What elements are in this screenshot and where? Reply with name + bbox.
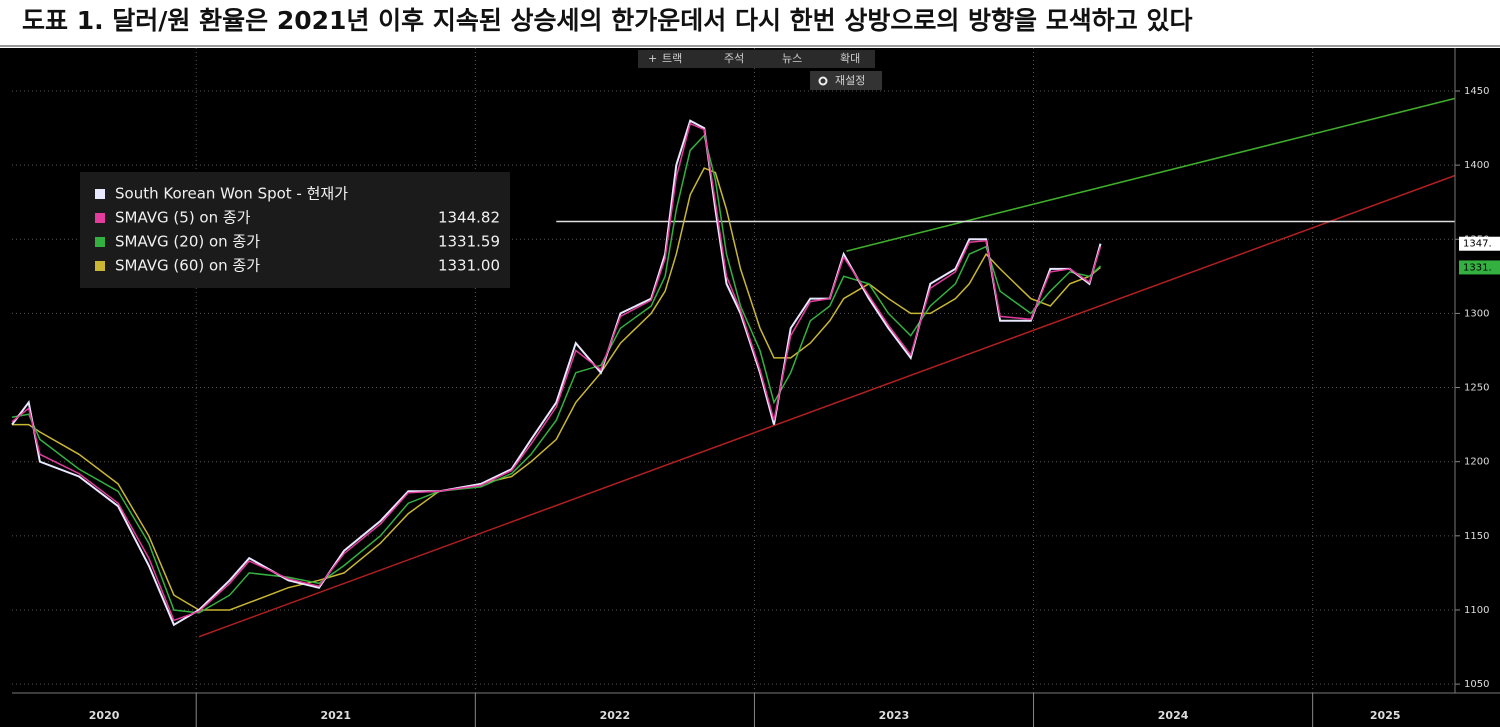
y-tick-label: 1200 [1464, 457, 1489, 468]
x-tick-label: 2020 [89, 709, 120, 722]
series-line [11, 133, 1102, 614]
legend-swatch [95, 261, 105, 271]
y-tick-label: 1300 [1464, 308, 1489, 319]
price-tag-label: 1347. [1463, 239, 1492, 250]
legend-swatch [95, 189, 105, 199]
price-tag [1459, 236, 1500, 251]
y-tick-label: 1150 [1464, 531, 1489, 542]
series-line [11, 119, 1102, 627]
legend-swatch [95, 213, 105, 223]
legend-label: South Korean Won Spot - 현재가 [115, 185, 348, 203]
chart-title: 도표 1. 달러/원 환율은 2021년 이후 지속된 상승세의 한가운데서 다… [22, 6, 1192, 35]
legend-value: 1344.82 [438, 209, 500, 227]
y-tick-label: 1400 [1464, 160, 1489, 171]
toolbar-button[interactable]: 주석 [724, 52, 744, 65]
reset-button[interactable]: 재설정 [835, 74, 865, 87]
legend: South Korean Won Spot - 현재가 SMAVG (5) on … [80, 172, 510, 288]
x-tick-label: 2024 [1158, 709, 1189, 722]
chart-background [0, 48, 1500, 727]
title-bar [0, 0, 1500, 46]
reset-bg[interactable] [810, 71, 882, 90]
toolbar-icon: + [648, 52, 657, 65]
trend-line [198, 174, 1456, 638]
series-line [12, 167, 1101, 611]
toolbar-bg [638, 50, 875, 68]
y-tick-label: 1100 [1464, 605, 1489, 616]
legend-label: SMAVG (20) on 종가 [115, 233, 260, 251]
toolbar-button[interactable]: 뉴스 [782, 52, 802, 65]
y-tick-label: 1250 [1464, 383, 1489, 394]
price-tag-label: 1331. [1463, 262, 1492, 273]
y-tick-label: 1050 [1464, 679, 1489, 690]
x-tick-label: 2025 [1370, 709, 1401, 722]
price-tag [1459, 260, 1500, 275]
legend-label: SMAVG (5) on 종가 [115, 209, 251, 227]
legend-label: SMAVG (60) on 종가 [115, 257, 260, 275]
reset-icon [818, 76, 828, 86]
legend-value: 1331.59 [438, 233, 500, 251]
y-tick-label: 1450 [1464, 86, 1489, 97]
x-tick-label: 2023 [879, 709, 910, 722]
toolbar-button[interactable]: 트랙 [662, 52, 682, 65]
x-tick-label: 2022 [600, 709, 631, 722]
toolbar: + 트랙 주석 뉴스 확대 재설정 [638, 50, 882, 90]
series-line [11, 122, 1102, 622]
legend-value: 1331.00 [438, 257, 500, 275]
plot [11, 97, 1456, 638]
trend-line [846, 97, 1456, 252]
legend-swatch [95, 237, 105, 247]
toolbar-button[interactable]: 확대 [840, 52, 860, 65]
legend-bg [80, 172, 510, 288]
x-tick-label: 2021 [320, 709, 351, 722]
